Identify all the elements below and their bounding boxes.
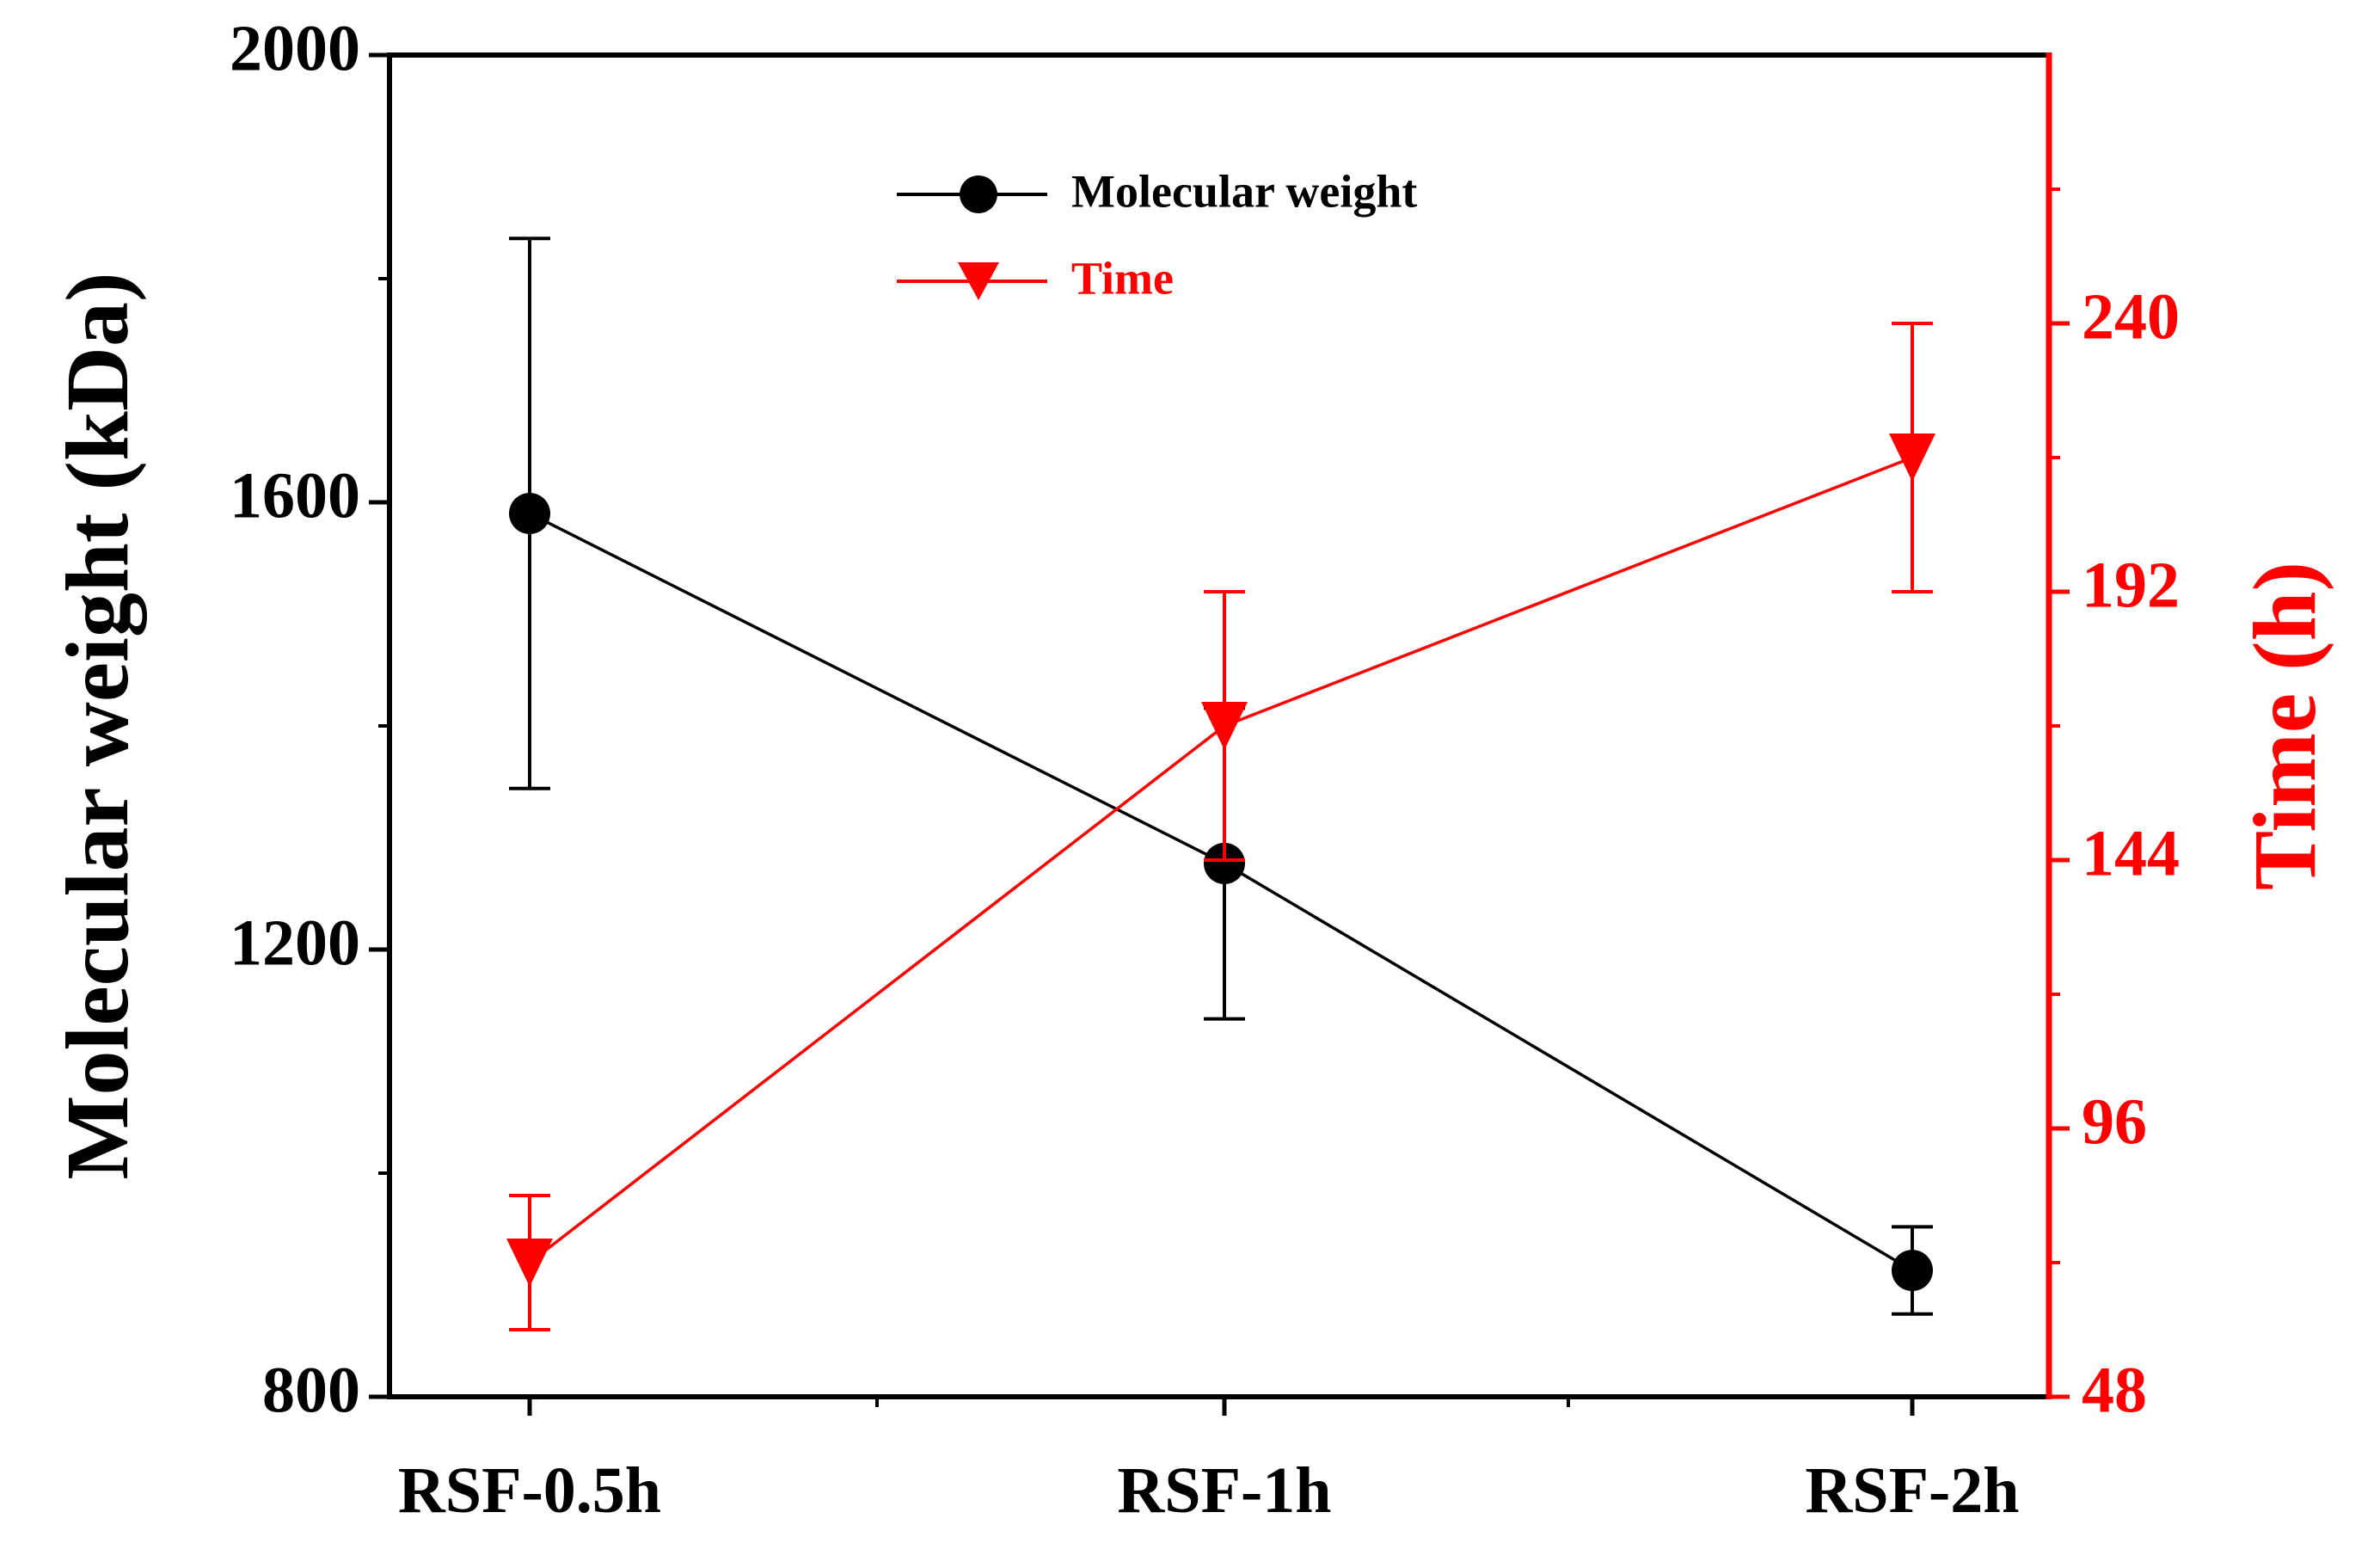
- data-point-marker: [1892, 1250, 1933, 1292]
- legend-entry: Time: [897, 252, 1174, 304]
- legend-marker: [958, 262, 999, 300]
- data-point-marker: [1889, 433, 1935, 482]
- x-axis: RSF-0.5h RSF-1h RSF-2h: [398, 1397, 2020, 1527]
- y-right-axis-title: Time (h): [2236, 562, 2334, 890]
- series-line: [529, 512, 1913, 1272]
- y-right-tick-label: 240: [2082, 280, 2180, 353]
- y-left-tick-label: 1200: [230, 907, 360, 979]
- y-left-axis-title: Molecular weight (kDa): [48, 272, 147, 1179]
- y-right-tick-label: 192: [2082, 549, 2180, 621]
- y-right-tick-label: 96: [2082, 1085, 2147, 1158]
- series-time: [506, 322, 1935, 1331]
- y-axis-left: 800 1200 1600 2000: [230, 12, 390, 1426]
- data-point-marker: [1201, 702, 1248, 750]
- data-point-marker: [509, 493, 550, 534]
- y-right-tick-label: 48: [2082, 1354, 2147, 1426]
- x-tick-label: RSF-0.5h: [398, 1454, 661, 1527]
- legend: Molecular weight Time: [897, 165, 1417, 304]
- legend-entry: Molecular weight: [897, 165, 1417, 217]
- series-layer: [506, 237, 1935, 1331]
- series-molecular-weight: [509, 237, 1933, 1316]
- y-left-tick-label: 2000: [230, 12, 360, 84]
- y-right-tick-label: 144: [2082, 817, 2180, 889]
- x-tick-label: RSF-1h: [1117, 1454, 1331, 1527]
- legend-marker: [960, 175, 997, 213]
- y-left-tick-label: 800: [262, 1354, 360, 1426]
- data-point-marker: [506, 1239, 553, 1287]
- legend-label: Time: [1071, 252, 1174, 304]
- data-point-marker: [1204, 842, 1245, 884]
- legend-label: Molecular weight: [1071, 165, 1417, 217]
- y-left-tick-label: 1600: [230, 459, 360, 532]
- x-tick-label: RSF-2h: [1805, 1454, 2019, 1527]
- y-axis-right: 48 96 144 192 240: [2046, 52, 2180, 1426]
